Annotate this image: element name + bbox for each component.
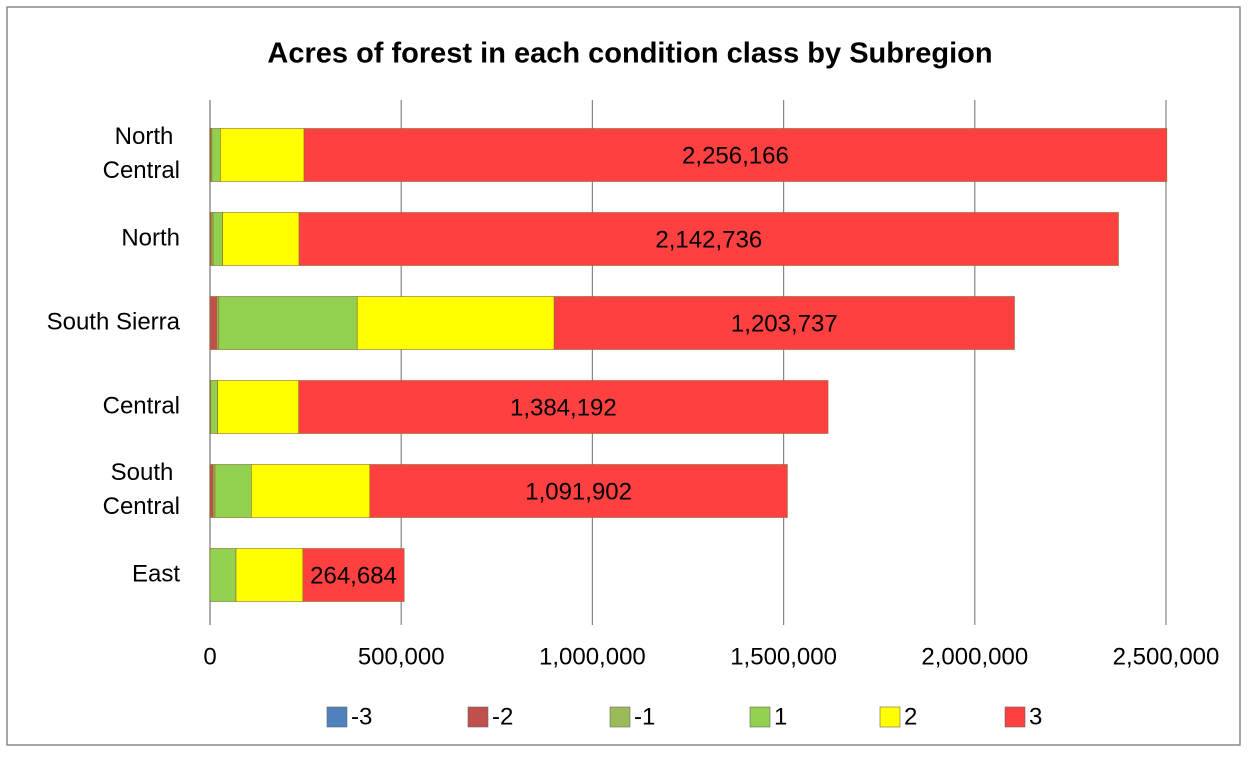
bar-segment [302,548,405,602]
legend-swatch [467,706,489,728]
data-label: 2,142,736 [655,226,762,253]
bar-segment [218,296,358,350]
bar-segment [553,296,1015,350]
legend-label: 1 [774,703,787,730]
legend-label: 2 [904,703,917,730]
bar-segment [222,212,300,266]
legend-swatch [879,706,901,728]
bar-segment [298,212,1119,266]
y-tick-label: East [132,560,180,587]
bar-segment [298,380,829,434]
legend-label: -3 [351,703,372,730]
y-tick-label: South Central [103,459,180,520]
y-tick-label: North [121,224,180,251]
chart-title: Acres of forest in each condition class … [267,38,992,70]
x-tick-label: 2,500,000 [1113,643,1220,670]
x-tick-label: 2,000,000 [921,643,1028,670]
bar-segment [217,380,300,434]
bar-segment [209,296,218,350]
data-label: 1,384,192 [510,394,617,421]
bar-segment [235,548,304,602]
chart-frame [6,6,1241,746]
bar-segment [211,128,221,182]
bar-segment [212,212,223,266]
bar-segment [356,296,555,350]
bar-segment [209,548,237,602]
legend-label: -1 [634,703,655,730]
y-tick-label: Central [103,392,180,419]
y-tick-label: South Sierra [47,308,181,335]
legend-swatch [609,706,631,728]
legend-swatch [326,706,348,728]
data-label: 1,091,902 [525,478,632,505]
bar-segment [369,464,788,518]
x-tick-label: 1,500,000 [730,643,837,670]
bar-segment [250,464,371,518]
legend-swatch [749,706,771,728]
bar-segment [220,128,305,182]
data-label: 1,203,737 [731,310,838,337]
data-label: 2,256,166 [682,142,789,169]
legend-label: -2 [492,703,513,730]
bar-segment [303,128,1168,182]
bar-segment [209,464,214,518]
x-tick-label: 500,000 [358,643,445,670]
legend-swatch [1004,706,1026,728]
bar-segment [210,380,218,434]
y-tick-label: North Central [103,123,180,184]
bar-segment [214,464,252,518]
x-tick-label: 1,000,000 [539,643,646,670]
data-label: 264,684 [310,562,397,589]
legend-label: 3 [1029,703,1042,730]
x-tick-label: 0 [203,643,216,670]
